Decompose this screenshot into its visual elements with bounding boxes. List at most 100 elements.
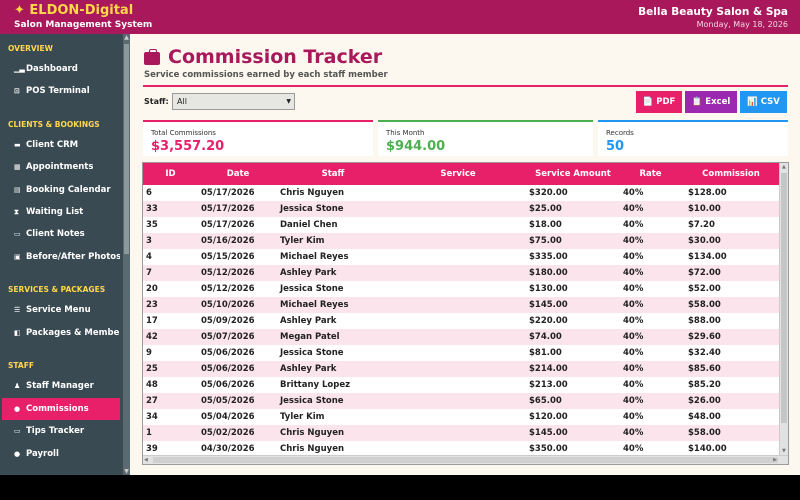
scroll-left-arrow-icon[interactable]: ◀ — [144, 457, 148, 463]
column-header-id[interactable]: ID — [165, 169, 176, 179]
brand-subtitle: Salon Management System — [14, 20, 153, 30]
table-row[interactable]: 35 05/17/2026 Daniel Chen $18.00 40% $7.20 — [143, 217, 779, 233]
table-row[interactable]: 23 05/10/2026 Michael Reyes $145.00 40% $58.0… — [143, 297, 779, 313]
table-row[interactable]: 1 05/02/2026 Chris Nguyen $145.00 40% $58.00 — [143, 425, 779, 441]
sidebar-item-client-crm[interactable]: ▬ Client CRM — [2, 134, 120, 156]
sidebar-item-label: Service Menu — [26, 305, 91, 315]
cell-date: 05/10/2026 — [201, 300, 255, 310]
sidebar-item-service-menu[interactable]: ☰ Service Menu — [2, 299, 120, 321]
sidebar-scroll-thumb[interactable] — [124, 44, 129, 254]
cell-rate: 40% — [623, 284, 644, 294]
table-row[interactable]: 33 05/17/2026 Jessica Stone $25.00 40% $10.00 — [143, 201, 779, 217]
sidebar-item-pos-terminal[interactable]: ⊡ POS Terminal — [2, 80, 120, 102]
cell-staff: Jessica Stone — [280, 348, 344, 358]
scroll-right-arrow-icon[interactable]: ▶ — [773, 457, 777, 463]
cell-rate: 40% — [623, 428, 644, 438]
cell-date: 04/30/2026 — [201, 444, 255, 454]
cell-date: 05/09/2026 — [201, 316, 255, 326]
column-header-commission[interactable]: Commission — [702, 169, 760, 179]
sidebar-item-label: Client Notes — [26, 229, 85, 239]
cell-date: 05/05/2026 — [201, 396, 255, 406]
cell-id: 20 — [146, 284, 158, 294]
export-csv-button[interactable]: 📊 CSV — [740, 91, 787, 113]
stat-card-total-commissions: Total Commissions $3,557.20 — [143, 120, 373, 156]
cell-rate: 40% — [623, 364, 644, 374]
table-row[interactable]: 6 05/17/2026 Chris Nguyen $320.00 40% $128.00 — [143, 185, 779, 201]
sidebar-item-commissions[interactable]: ● Commissions — [2, 398, 120, 420]
export-pdf-button[interactable]: 📄 PDF — [636, 91, 682, 113]
table-row[interactable]: 42 05/07/2026 Megan Patel $74.00 40% $29.60 — [143, 329, 779, 345]
cell-service-amount: $145.00 — [529, 300, 568, 310]
cell-id: 4 — [146, 252, 152, 262]
sidebar-item-tips-tracker[interactable]: ▭ Tips Tracker — [2, 420, 120, 442]
column-header-service-amount[interactable]: Service Amount — [535, 169, 611, 179]
cell-commission: $140.00 — [688, 444, 727, 454]
sidebar-scrollbar[interactable]: ▲ ▼ — [123, 34, 130, 475]
sidebar-item-waiting-list[interactable]: ⧗ Waiting List — [2, 201, 120, 223]
sidebar-item-booking-calendar[interactable]: ▤ Booking Calendar — [2, 179, 120, 201]
cell-id: 34 — [146, 412, 158, 422]
table-vscroll-thumb[interactable] — [781, 173, 787, 423]
cell-date: 05/06/2026 — [201, 348, 255, 358]
sidebar-item-payroll[interactable]: ● Payroll — [2, 443, 120, 465]
cell-service-amount: $320.00 — [529, 188, 568, 198]
cell-rate: 40% — [623, 252, 644, 262]
staff-filter-select[interactable]: All ▼ — [172, 93, 295, 110]
cell-commission: $58.00 — [688, 428, 721, 438]
table-hscroll-thumb[interactable] — [153, 457, 778, 463]
cell-commission: $30.00 — [688, 236, 721, 246]
cell-date: 05/12/2026 — [201, 268, 255, 278]
column-header-service[interactable]: Service — [440, 169, 476, 179]
table-row[interactable]: 48 05/06/2026 Brittany Lopez $213.00 40% $85.… — [143, 377, 779, 393]
sidebar-menu: OVERVIEW ▁▃Dashboard ⊡ POS Terminal CLIEN… — [0, 34, 123, 475]
cell-commission: $88.00 — [688, 316, 721, 326]
cell-rate: 40% — [623, 236, 644, 246]
cell-staff: Ashley Park — [280, 268, 337, 278]
sidebar-item-label: POS Terminal — [26, 86, 90, 96]
sidebar-item-packages-memberships[interactable]: ◧ Packages & Membersh — [2, 322, 120, 344]
cell-staff: Megan Patel — [280, 332, 340, 342]
table-row[interactable]: 27 05/05/2026 Jessica Stone $65.00 40% $26.00 — [143, 393, 779, 409]
sidebar-item-before-after-photos[interactable]: ▣ Before/After Photos — [2, 246, 120, 268]
column-header-date[interactable]: Date — [226, 169, 250, 179]
cell-rate: 40% — [623, 300, 644, 310]
table-row[interactable]: 7 05/12/2026 Ashley Park $180.00 40% $72.00 — [143, 265, 779, 281]
cell-staff: Michael Reyes — [280, 300, 349, 310]
table-vertical-scrollbar[interactable]: ▲ ▼ — [779, 163, 788, 455]
column-header-rate[interactable]: Rate — [639, 169, 662, 179]
table-row[interactable]: 20 05/12/2026 Jessica Stone $130.00 40% $52.0… — [143, 281, 779, 297]
table-row[interactable]: 39 04/30/2026 Chris Nguyen $350.00 40% $140.0… — [143, 441, 779, 455]
sidebar-item-client-notes[interactable]: ▭ Client Notes — [2, 223, 120, 245]
table-row[interactable]: 3 05/16/2026 Tyler Kim $75.00 40% $30.00 — [143, 233, 779, 249]
table-row[interactable]: 34 05/04/2026 Tyler Kim $120.00 40% $48.00 — [143, 409, 779, 425]
cell-date: 05/17/2026 — [201, 204, 255, 214]
sidebar-item-staff-manager[interactable]: ♟ Staff Manager — [2, 375, 120, 397]
stat-card-records: Records 50 — [598, 120, 788, 156]
sidebar: OVERVIEW ▁▃Dashboard ⊡ POS Terminal CLIEN… — [0, 34, 130, 475]
table-horizontal-scrollbar[interactable]: ◀ ▶ — [143, 455, 788, 464]
column-header-staff[interactable]: Staff — [321, 169, 345, 179]
cell-service-amount: $130.00 — [529, 284, 568, 294]
sidebar-item-dashboard[interactable]: ▁▃Dashboard — [2, 58, 120, 80]
export-excel-button[interactable]: 📋 Excel — [685, 91, 737, 113]
table-header: ID Date Staff Service Service Amount Rat… — [143, 163, 779, 185]
staff-filter-label: Staff: — [144, 97, 169, 106]
cell-rate: 40% — [623, 332, 644, 342]
cell-rate: 40% — [623, 204, 644, 214]
table-row[interactable]: 25 05/06/2026 Ashley Park $214.00 40% $85.60 — [143, 361, 779, 377]
cell-staff: Brittany Lopez — [280, 380, 351, 390]
scroll-up-arrow-icon[interactable]: ▲ — [124, 34, 129, 41]
sidebar-item-appointments[interactable]: ▦ Appointments — [2, 156, 120, 178]
scroll-down-arrow-icon[interactable]: ▼ — [124, 468, 129, 475]
salon-name: Bella Beauty Salon & Spa — [638, 6, 788, 18]
menu-icon: ☰ — [14, 306, 21, 314]
cell-service-amount: $350.00 — [529, 444, 568, 454]
table-row[interactable]: 17 05/09/2026 Ashley Park $220.00 40% $88.00 — [143, 313, 779, 329]
section-staff: STAFF — [8, 361, 34, 370]
table-row[interactable]: 4 05/15/2026 Michael Reyes $335.00 40% $134.0… — [143, 249, 779, 265]
scroll-down-arrow-icon[interactable]: ▼ — [782, 448, 786, 454]
scroll-up-arrow-icon[interactable]: ▲ — [782, 164, 786, 170]
cell-rate: 40% — [623, 348, 644, 358]
table-row[interactable]: 9 05/06/2026 Jessica Stone $81.00 40% $32.40 — [143, 345, 779, 361]
cell-rate: 40% — [623, 268, 644, 278]
